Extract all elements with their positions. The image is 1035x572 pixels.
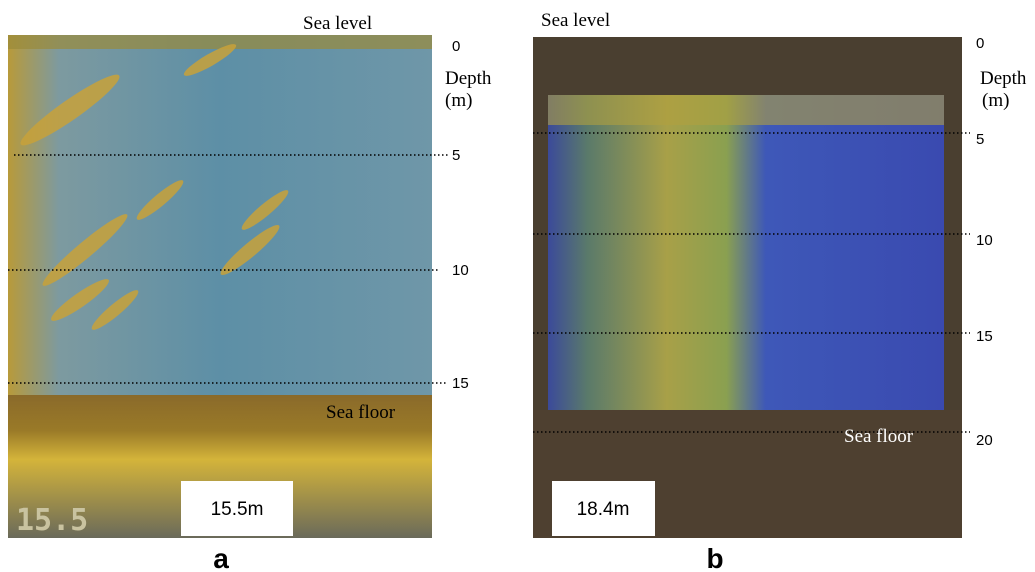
tick-label: 20 <box>976 432 993 449</box>
depth-lines <box>8 132 970 433</box>
echogram-a <box>8 35 432 538</box>
reading: 18.4m <box>577 499 630 520</box>
sea-floor: Sea floor <box>844 426 914 447</box>
tick-label: 10 <box>976 232 993 249</box>
echogram-b <box>533 37 962 538</box>
tick-label: 15 <box>452 375 469 392</box>
tick-label: 5 <box>976 131 984 148</box>
reading-box <box>181 481 293 536</box>
panel-letter: a <box>213 543 229 572</box>
reading-box <box>552 481 655 536</box>
screen-text: 15.5 <box>16 503 88 538</box>
sea-floor: Sea floor <box>326 402 396 423</box>
depth-ticks-b: 0 5 10 15 20 <box>976 35 993 449</box>
panel-letter: b <box>706 543 723 572</box>
depth-label: Depth <box>445 68 492 89</box>
depth-label: Depth <box>980 68 1027 89</box>
tick-label: 0 <box>452 38 460 55</box>
sea-level: Sea level <box>303 13 372 34</box>
tick-label: 15 <box>976 328 993 345</box>
sea-level: Sea level <box>541 10 610 31</box>
tick-label: 10 <box>452 262 469 279</box>
depth-unit: (m) <box>982 90 1009 111</box>
tick-label: 0 <box>976 35 984 52</box>
depth-ticks-a: 0 5 10 15 <box>452 38 469 392</box>
tick-label: 5 <box>452 147 460 164</box>
depth-unit: (m) <box>445 90 472 111</box>
reading: 15.5m <box>211 499 264 520</box>
